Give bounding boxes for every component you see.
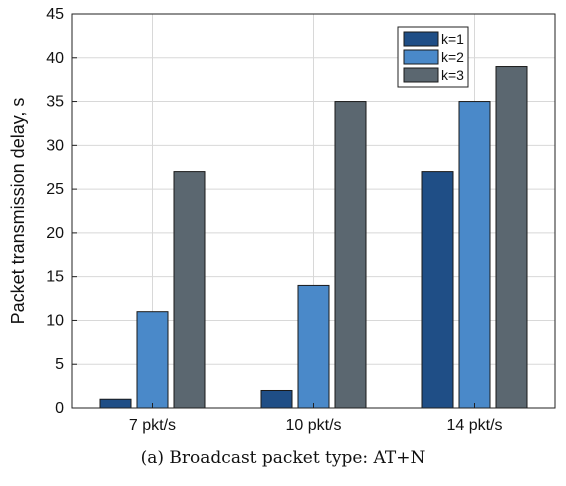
y-tick-label: 30 xyxy=(46,137,64,154)
bar xyxy=(99,398,132,409)
x-tick-label: 7 pkt/s xyxy=(129,417,176,434)
bar xyxy=(297,284,330,409)
y-axis-label: Packet transmission delay, s xyxy=(8,98,28,325)
y-tick-label: 25 xyxy=(46,181,64,198)
bar xyxy=(334,101,367,409)
bar xyxy=(136,311,169,409)
y-tick-label: 20 xyxy=(46,225,64,242)
legend-label: k=2 xyxy=(441,49,464,65)
bar xyxy=(495,66,528,409)
y-tick-label: 45 xyxy=(46,6,64,23)
y-tick-label: 10 xyxy=(46,312,64,329)
bar xyxy=(458,101,491,409)
legend: k=1 k=2 k=3 xyxy=(397,26,469,88)
x-tick-label: 10 pkt/s xyxy=(285,417,341,434)
y-tick-label: 40 xyxy=(46,50,64,67)
y-tick-label: 5 xyxy=(55,356,64,373)
legend-label: k=1 xyxy=(441,31,464,47)
bar xyxy=(421,171,454,409)
y-tick-label: 15 xyxy=(46,269,64,286)
bar xyxy=(173,171,206,409)
axis-ticks: 0 5 10 15 20 25 30 35 40 45 7 pkt/s 10 pkt/s 14 pkt/… xyxy=(46,6,502,434)
legend-swatch xyxy=(403,49,439,65)
y-tick-label: 0 xyxy=(55,400,64,417)
bar-chart: 0 5 10 15 20 25 30 35 40 45 7 pkt/s 10 pkt/s 14 pkt/… xyxy=(8,6,556,434)
bars xyxy=(99,66,528,409)
legend-swatch xyxy=(403,31,439,47)
figure-caption: (a) Broadcast packet type: AT+N xyxy=(140,448,426,468)
bar xyxy=(260,389,293,409)
y-tick-label: 35 xyxy=(46,94,64,111)
x-tick-label: 14 pkt/s xyxy=(446,417,502,434)
legend-swatch xyxy=(403,67,439,83)
legend-label: k=3 xyxy=(441,67,464,83)
